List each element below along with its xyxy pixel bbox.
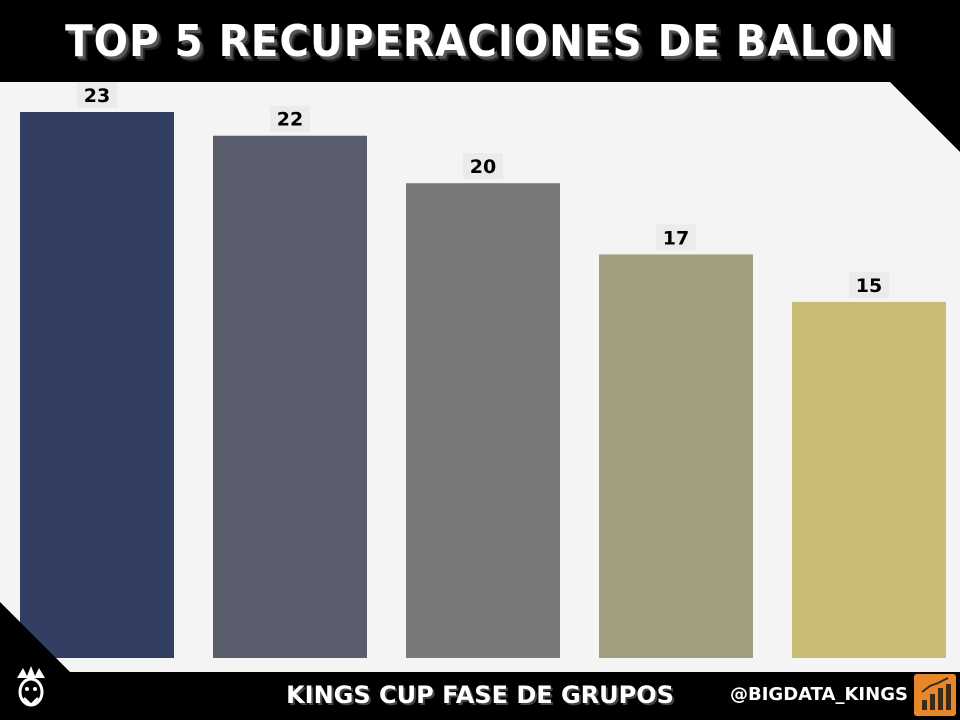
value-label-1: 23 bbox=[84, 85, 110, 107]
page-title: TOP 5 RECUPERACIONES DE BALON bbox=[64, 15, 896, 67]
value-label-background-5 bbox=[849, 271, 889, 298]
value-label-3: 20 bbox=[470, 156, 496, 178]
bar-4 bbox=[599, 254, 753, 658]
value-label-background-1 bbox=[77, 82, 117, 108]
kings-crown-logo-icon bbox=[17, 666, 45, 707]
bar-1 bbox=[20, 112, 174, 658]
chart-panel: 23 22 20 17 15 bbox=[0, 82, 960, 672]
bar-chart: 23 22 20 17 15 bbox=[20, 82, 946, 658]
value-label-background-3 bbox=[463, 153, 503, 180]
corner-decoration-top-right bbox=[890, 82, 960, 152]
social-handle: @BIGDATA_KINGS bbox=[730, 684, 908, 705]
bar-3 bbox=[406, 183, 560, 658]
footer-title: KINGS CUP FASE DE GRUPOS bbox=[286, 681, 674, 709]
corner-decoration-bottom-left bbox=[0, 602, 70, 672]
header-bar: TOP 5 RECUPERACIONES DE BALON bbox=[0, 0, 960, 82]
value-label-background-4 bbox=[656, 224, 696, 251]
bar-5 bbox=[792, 301, 946, 658]
value-label-4: 17 bbox=[663, 227, 689, 249]
value-label-2: 22 bbox=[277, 109, 303, 131]
value-label-5: 15 bbox=[856, 275, 882, 297]
bigdata-chart-logo-icon bbox=[914, 674, 956, 716]
value-label-background-2 bbox=[270, 105, 310, 132]
footer-bar: KINGS CUP FASE DE GRUPOS @BIGDATA_KINGS bbox=[0, 666, 960, 720]
bar-2 bbox=[213, 135, 367, 658]
